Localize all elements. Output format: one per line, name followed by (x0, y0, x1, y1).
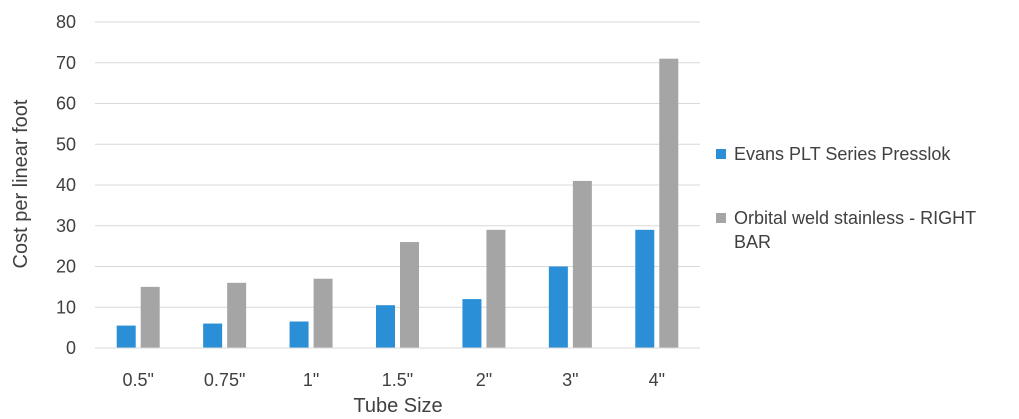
y-tick-label: 30 (56, 216, 76, 236)
bar-orbital (486, 229, 506, 348)
y-tick-label: 20 (56, 257, 76, 277)
y-tick-label: 80 (56, 12, 76, 32)
y-tick-label: 40 (56, 175, 76, 195)
x-tick-label: 3" (562, 370, 578, 390)
x-axis-title: Tube Size (353, 395, 442, 417)
bar-evans (462, 299, 482, 348)
x-tick-label: 1.5" (382, 370, 413, 390)
bar-evans (376, 305, 395, 348)
bar-evans (548, 266, 568, 348)
y-tick-label: 10 (56, 297, 76, 317)
bars (116, 58, 679, 349)
y-tick-label: 70 (56, 53, 76, 73)
x-tick-label: 2" (476, 370, 492, 390)
legend-swatch (716, 149, 726, 159)
bar-orbital (227, 282, 247, 348)
bar-orbital (572, 180, 592, 348)
legend-swatch (716, 213, 726, 223)
bar-orbital (400, 242, 419, 348)
y-axis-title: Cost per linear foot (10, 99, 32, 268)
x-tick-label: 4" (649, 370, 665, 390)
legend-label: Evans PLT Series Presslok (734, 144, 951, 164)
x-tick-label: 1" (303, 370, 319, 390)
bar-evans (289, 321, 309, 348)
legend: Evans PLT Series Presslok Orbital weld st… (716, 144, 976, 252)
x-tick-label: 0.5" (123, 370, 154, 390)
y-tick-label: 0 (66, 338, 76, 358)
gridlines (95, 21, 700, 308)
x-tick-label: 0.75" (204, 370, 245, 390)
bar-evans (203, 323, 223, 348)
y-tick-label: 60 (56, 94, 76, 114)
bar-evans (635, 229, 655, 348)
bar-evans (116, 325, 136, 348)
legend-label: Orbital weld stainless - RIGHT (734, 208, 976, 228)
y-tick-label: 50 (56, 134, 76, 154)
x-axis-ticks: 0.5" 0.75" 1" 1.5" 2" 3" 4" (123, 370, 665, 390)
bar-orbital (140, 286, 160, 348)
y-axis-ticks: 0 10 20 30 40 50 60 70 80 (56, 12, 76, 358)
bar-orbital (659, 58, 679, 349)
bar-orbital (313, 278, 333, 348)
legend-label: BAR (734, 232, 771, 252)
